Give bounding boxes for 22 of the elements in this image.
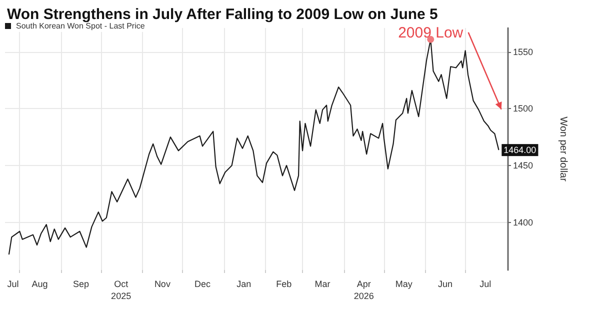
x-tick-label: Jun bbox=[438, 279, 453, 289]
x-tick-label: Jul bbox=[7, 279, 19, 289]
y-tick-label: 1550 bbox=[513, 46, 534, 57]
x-tick-label: May bbox=[395, 279, 413, 289]
x-tick-label: Apr 2026 bbox=[354, 279, 374, 301]
x-tick-label: Aug bbox=[32, 279, 48, 289]
legend-label: South Korean Won Spot - Last Price bbox=[16, 22, 146, 30]
y-axis-title: Won per dollar bbox=[558, 116, 568, 182]
y-tick-label: 1400 bbox=[513, 217, 534, 228]
x-tick-label: Mar bbox=[314, 279, 330, 289]
annotation: 2009 Low bbox=[398, 24, 464, 42]
y-tick-label: 1500 bbox=[513, 104, 534, 114]
annotation: 1464.00 bbox=[504, 145, 536, 156]
x-tick-label: Dec bbox=[194, 279, 211, 289]
x-tick-label: Jan bbox=[236, 279, 252, 289]
x-tick-label: Oct 2025 bbox=[111, 279, 132, 301]
x-tick-label: Sep bbox=[73, 279, 90, 289]
chart-title: Won Strengthens in July After Falling to 2009 Low on June 5 bbox=[7, 6, 438, 23]
x-tick-label: Jul bbox=[480, 279, 492, 289]
x-tick-label: Nov bbox=[154, 279, 171, 289]
y-tick-label: 1450 bbox=[513, 160, 534, 170]
x-tick-label: Feb bbox=[276, 279, 292, 289]
